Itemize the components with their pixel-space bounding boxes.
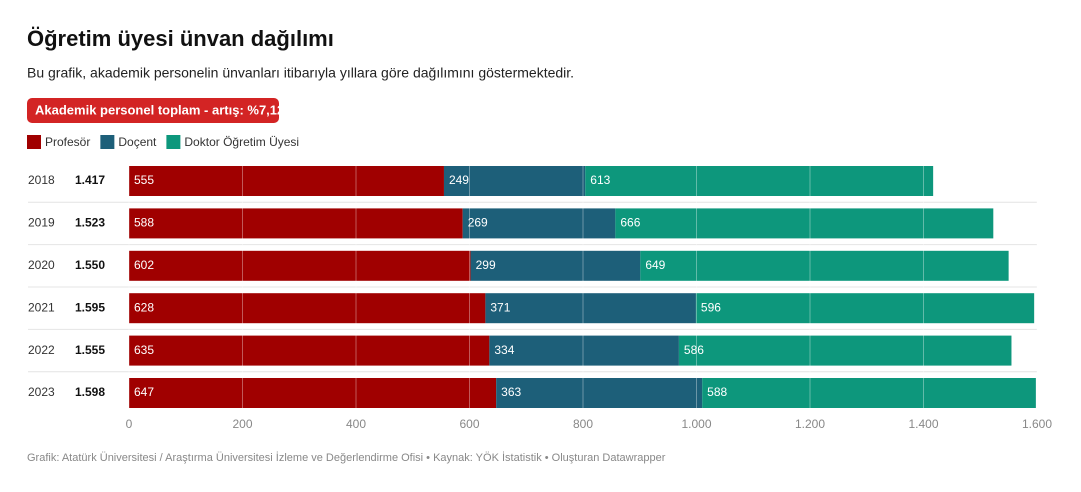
value-label: 628 — [134, 300, 154, 314]
value-label: 299 — [476, 258, 496, 272]
x-tick-label: 1.600 — [1022, 417, 1052, 431]
bar-segment — [129, 293, 486, 324]
x-tick-label: 800 — [573, 417, 593, 431]
legend-swatch — [166, 135, 181, 149]
value-label: 334 — [494, 343, 514, 357]
bar-segment — [462, 208, 616, 239]
value-label: 649 — [645, 258, 665, 272]
value-label: 555 — [134, 173, 154, 187]
x-tick-label: 1.000 — [681, 417, 711, 431]
total-label: 1.595 — [75, 300, 105, 314]
legend-label: Profesör — [45, 135, 90, 149]
x-tick-label: 1.200 — [795, 417, 825, 431]
legend-label: Doçent — [118, 135, 157, 149]
badge: Akademik personel toplam - artış: %7,12 — [35, 102, 284, 117]
bar-segment — [489, 335, 679, 366]
bar-segment — [695, 293, 1035, 324]
bar-segment — [470, 250, 641, 281]
y-tick-label: 2023 — [28, 385, 55, 399]
x-tick-label: 400 — [346, 417, 366, 431]
bar-segment — [129, 166, 444, 196]
value-label: 269 — [468, 216, 488, 230]
bar-segment — [443, 166, 586, 196]
value-label: 602 — [134, 258, 154, 272]
value-label: 363 — [501, 385, 521, 399]
y-tick-label: 2019 — [28, 216, 55, 230]
value-label: 371 — [490, 300, 510, 314]
total-label: 1.550 — [75, 258, 105, 272]
y-tick-label: 2020 — [28, 258, 55, 272]
value-label: 635 — [134, 343, 154, 357]
legend-swatch — [27, 135, 41, 149]
x-tick-label: 600 — [459, 417, 479, 431]
bar-segment — [129, 378, 497, 408]
y-tick-label: 2018 — [28, 173, 55, 187]
total-label: 1.417 — [75, 173, 105, 187]
bar-segment — [129, 335, 490, 366]
badge-bg — [27, 98, 279, 123]
value-label: 588 — [134, 216, 154, 230]
value-label: 596 — [701, 300, 721, 314]
total-label: 1.523 — [75, 216, 105, 230]
x-tick-label: 1.400 — [908, 417, 938, 431]
legend-label: Doktor Öğretim Üyesi — [184, 135, 299, 149]
bar-segment — [129, 208, 463, 239]
x-tick-label: 0 — [126, 417, 133, 431]
chart-subtitle: Bu grafik, akademik personelin ünvanları… — [27, 65, 574, 81]
bar-segment — [702, 378, 1036, 408]
chart-title: Öğretim üyesi ünvan dağılımı — [27, 26, 334, 51]
value-label: 647 — [134, 385, 154, 399]
footer: Grafik: Atatürk Üniversitesi / Araştırma… — [27, 451, 666, 464]
y-tick-label: 2022 — [28, 343, 55, 357]
bar-segment — [678, 335, 1012, 366]
total-label: 1.555 — [75, 343, 105, 357]
legend-swatch — [100, 135, 115, 149]
value-label: 666 — [620, 216, 640, 230]
bar-segment — [129, 250, 471, 281]
bar-segment — [585, 166, 934, 196]
value-label: 613 — [590, 173, 610, 187]
total-label: 1.598 — [75, 385, 105, 399]
value-label: 588 — [707, 385, 727, 399]
y-tick-label: 2021 — [28, 300, 55, 314]
bar-segment — [615, 208, 994, 239]
value-label: 586 — [684, 343, 704, 357]
bar-segment — [496, 378, 703, 408]
value-label: 249 — [449, 173, 469, 187]
bar-segment — [485, 293, 696, 324]
bar-segment — [640, 250, 1009, 281]
x-tick-label: 200 — [232, 417, 252, 431]
